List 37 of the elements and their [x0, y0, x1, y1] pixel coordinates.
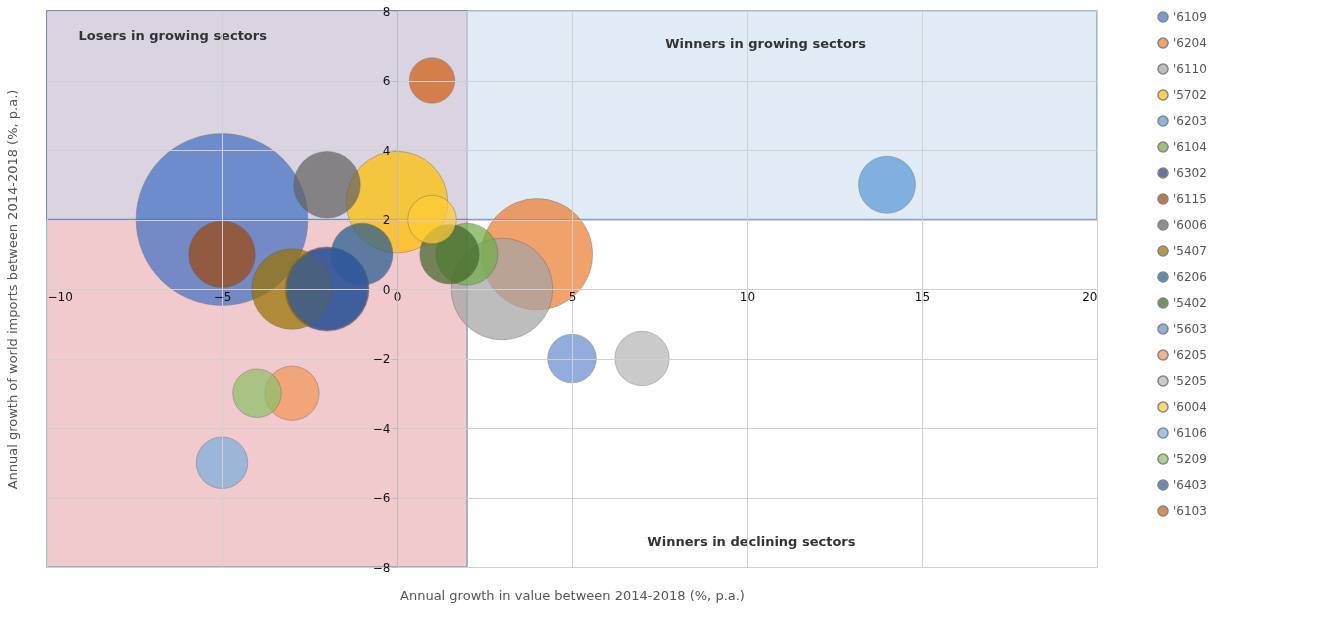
legend-label: '6106	[1173, 426, 1207, 440]
legend-label: '6103	[1173, 504, 1207, 518]
legend-label: '6110	[1173, 62, 1207, 76]
legend-label: '6206	[1173, 270, 1207, 284]
legend-label: '6403	[1173, 478, 1207, 492]
legend-label: '6204	[1173, 36, 1207, 50]
y-axis-title: Annual growth of world imports between 2014-2018 (%, p.a.)	[4, 89, 20, 490]
x-axis-title: Annual growth in value between 2014-2018 (%, p.a.)	[400, 587, 745, 603]
x-tick-label: 10	[739, 289, 756, 304]
legend-label: '5407	[1173, 244, 1207, 258]
y-tick-label: −6	[372, 491, 391, 505]
x-tick-label: −10	[47, 289, 73, 304]
annotation: Winners in declining sectors	[647, 533, 856, 549]
legend-label: '6203	[1173, 114, 1207, 128]
legend-label: '6109	[1173, 10, 1207, 24]
y-tick-label: −2	[372, 352, 391, 366]
y-tick-label: 8	[382, 4, 391, 19]
y-tick-label: −8	[372, 560, 391, 575]
legend-label: '5402	[1173, 296, 1207, 310]
legend-label: '6115	[1173, 192, 1207, 206]
legend-label: '6104	[1173, 140, 1207, 154]
x-tick-label: 15	[914, 289, 931, 304]
legend-label: '6006	[1173, 218, 1207, 232]
legend-label: '6205	[1173, 348, 1207, 362]
x-tick-label: 5	[568, 289, 577, 304]
y-tick-label: 6	[382, 74, 391, 88]
annotation: Losers in growing sectors	[78, 28, 268, 44]
legend-label: '5702	[1173, 88, 1207, 102]
legend-label: '6004	[1173, 400, 1207, 414]
y-tick-label: −4	[372, 421, 391, 436]
annotation: Winners in growing sectors	[665, 36, 867, 52]
legend-label: '5603	[1173, 322, 1207, 336]
x-tick-label: −5	[213, 289, 232, 304]
legend-label: '5205	[1173, 374, 1207, 388]
legend-label: '6302	[1173, 166, 1207, 180]
x-tick-label: 20	[1082, 289, 1098, 304]
legend-label: '5209	[1173, 452, 1207, 466]
